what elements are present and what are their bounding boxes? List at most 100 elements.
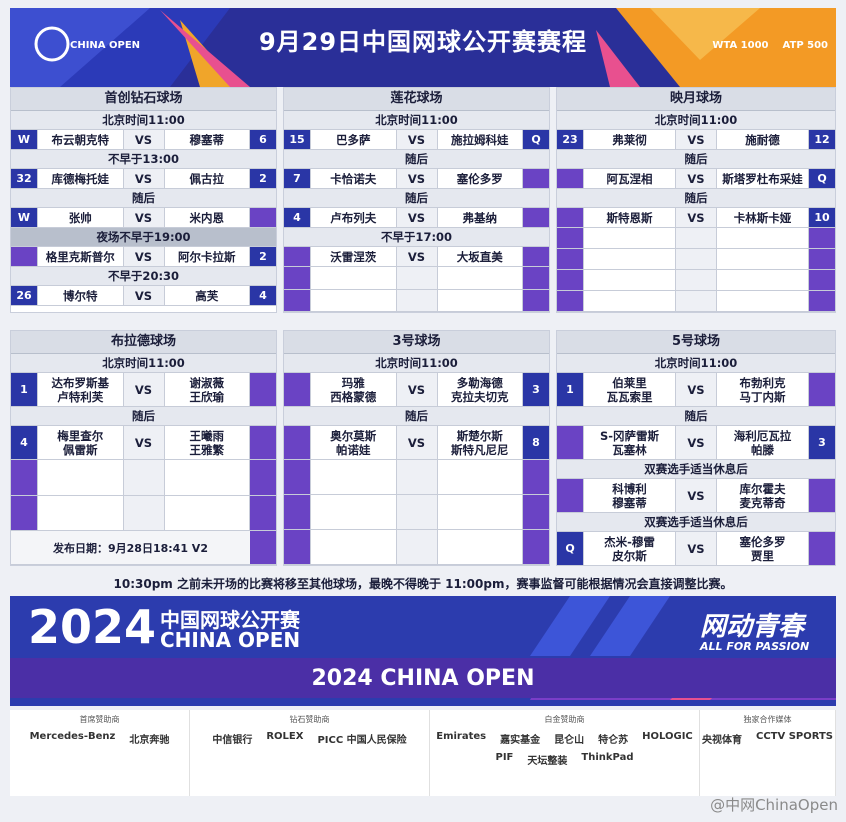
court-name: 映月球场 xyxy=(557,88,835,111)
header: 9月29日中国网球公开赛赛程 CHINA OPEN WTA 1000 ATP 5… xyxy=(0,0,846,87)
badge xyxy=(284,267,310,289)
player-name: 大坂直美 xyxy=(456,249,503,264)
time-row: 随后 xyxy=(11,189,276,208)
player-cell: 斯塔罗杜布采娃 xyxy=(716,169,809,188)
match-row: 奥尔莫斯 帕诺娃 VS 斯楚尔斯 斯特凡尼尼 8 xyxy=(284,426,549,460)
seed-badge: W xyxy=(11,208,37,227)
player-cell: 弗莱彻 xyxy=(583,130,676,149)
sponsor-logo: 嘉实基金 xyxy=(500,735,541,746)
player-name: 科博利 xyxy=(612,481,647,496)
player-cell: 伯莱里 瓦瓦索里 xyxy=(583,373,676,406)
player-cell: 大坂直美 xyxy=(436,247,523,266)
badge xyxy=(250,495,276,530)
vs-cell: VS xyxy=(123,208,164,227)
logo: WTA 1000 xyxy=(712,40,769,51)
vs-cell: VS xyxy=(676,532,716,565)
match-row: 1 伯莱里 瓦瓦索里 VS 布勃利克 马丁内斯 xyxy=(557,373,835,407)
badge xyxy=(284,530,310,564)
player-name: 布勃利克 xyxy=(739,375,786,390)
seed-badge xyxy=(250,373,276,406)
sponsor-logo: Mercedes-Benz xyxy=(29,731,116,742)
seed-badge: Q xyxy=(523,130,549,149)
banner-year: 2024 xyxy=(28,600,157,654)
tier-name: 白金赞助商 xyxy=(544,715,585,724)
player-cell: 多勒海德 克拉夫切克 xyxy=(436,373,523,406)
sponsor-logo: 北京奔驰 xyxy=(129,735,170,746)
vs-cell xyxy=(676,270,716,290)
time-row: 随后 xyxy=(284,189,549,208)
seed-badge: 32 xyxy=(11,169,37,188)
player-cell xyxy=(436,530,523,564)
match-row: Q 杰米-穆雷 皮尔斯 VS 塞伦多罗 贾里 xyxy=(557,532,835,566)
strip xyxy=(10,658,836,698)
player-cell: 科博利 穆塞蒂 xyxy=(583,479,676,512)
player-cell: 布云朝克特 xyxy=(37,130,124,149)
match-row: S-冈萨雷斯 瓦塞林 VS 海利厄瓦拉 帕滕 3 xyxy=(557,426,835,460)
court-name: 莲花球场 xyxy=(284,88,549,111)
badge xyxy=(11,495,37,530)
player-cell: 穆塞蒂 xyxy=(163,130,250,149)
time-row: 随后 xyxy=(284,150,549,169)
vs-cell xyxy=(123,460,164,495)
match-row: 7 卡恰诺夫 VS 塞伦多罗 xyxy=(284,169,549,189)
seed-badge xyxy=(557,208,583,227)
court-body: 北京时间11:00 15 巴多萨 VS 施拉姆科娃 Q 随后 7 卡恰诺夫 VS 塞伦多罗 随后 4 卢布… xyxy=(284,111,549,312)
sponsor-logo: PIF xyxy=(495,752,514,763)
player-name: 贾里 xyxy=(751,548,774,563)
badge xyxy=(523,460,549,494)
empty-row xyxy=(284,289,549,312)
badge xyxy=(557,249,583,269)
player-cell: 杰米-穆雷 皮尔斯 xyxy=(583,532,676,565)
badge xyxy=(250,531,276,564)
seed-badge: 26 xyxy=(11,286,37,305)
player-name: 帕诺娃 xyxy=(336,442,371,457)
time-row: 随后 xyxy=(11,407,276,426)
time-row: 北京时间11:00 xyxy=(557,111,835,130)
time-row: 夜场不早于19:00 xyxy=(11,228,276,247)
logo-group: 央视体育 CCTV SPORTS xyxy=(702,731,833,746)
court-name: 布拉德球场 xyxy=(11,331,276,354)
player-cell xyxy=(310,530,397,564)
sponsor-logo: PICC 中国人民保险 xyxy=(317,735,407,746)
player-name: 博尔特 xyxy=(63,288,98,303)
logo: CHINA OPEN xyxy=(70,40,141,51)
badge xyxy=(523,289,549,311)
player-cell: 巴多萨 xyxy=(310,130,397,149)
court-panel: 映月球场 北京时间11:00 23 弗莱彻 VS 施耐德 12 随后 阿瓦涅相 VS 斯塔罗杜布采娃… xyxy=(556,87,836,313)
player-cell: 布勃利克 马丁内斯 xyxy=(716,373,809,406)
empty-row xyxy=(557,270,835,291)
seed-badge: Q xyxy=(809,169,835,188)
match-row: W 布云朝克特 VS 穆塞蒂 6 xyxy=(11,130,276,150)
player-name: 王雅繁 xyxy=(189,442,225,457)
match-row: 科博利 穆塞蒂 VS 库尔霍夫 麦克蒂奇 xyxy=(557,479,835,513)
seed-badge: W xyxy=(11,130,37,149)
player-name: 塞伦多罗 xyxy=(739,534,786,549)
badge xyxy=(250,460,276,495)
empty-row xyxy=(284,530,549,565)
empty-row xyxy=(284,460,549,495)
court-panel: 莲花球场 北京时间11:00 15 巴多萨 VS 施拉姆科娃 Q 随后 7 卡恰诺夫 VS 塞伦多罗随… xyxy=(283,87,550,313)
seed-badge xyxy=(284,426,310,459)
player-name: 克拉夫切克 xyxy=(451,389,509,404)
seed-badge xyxy=(809,373,835,406)
court-body: 北京时间11:00 23 弗莱彻 VS 施耐德 12 随后 阿瓦涅相 VS 斯塔罗杜布采娃 Q 随后斯… xyxy=(557,111,835,312)
player-cell: 米内恩 xyxy=(163,208,250,227)
player-name: S-冈萨雷斯 xyxy=(599,428,660,443)
player-name: 马丁内斯 xyxy=(739,389,786,404)
empty-row xyxy=(557,228,835,249)
vs-cell: VS xyxy=(123,426,164,459)
player-name: 伯莱里 xyxy=(612,375,647,390)
player-cell xyxy=(583,249,676,269)
sponsor-logo: ThinkPad xyxy=(581,752,634,763)
time-row: 北京时间11:00 xyxy=(284,111,549,130)
vs-cell: VS xyxy=(123,169,164,188)
seed-badge: 2 xyxy=(250,169,276,188)
player-name: 卢特利芙 xyxy=(57,389,104,404)
player-cell: 卡恰诺夫 xyxy=(310,169,397,188)
player-cell: 库德梅托娃 xyxy=(37,169,124,188)
badge xyxy=(809,228,835,248)
time-row: 不早于13:00 xyxy=(11,150,276,169)
player-name: 米内恩 xyxy=(189,210,225,225)
player-cell: 格里克斯普尔 xyxy=(37,247,124,266)
player-name: 阿瓦涅相 xyxy=(606,171,653,186)
